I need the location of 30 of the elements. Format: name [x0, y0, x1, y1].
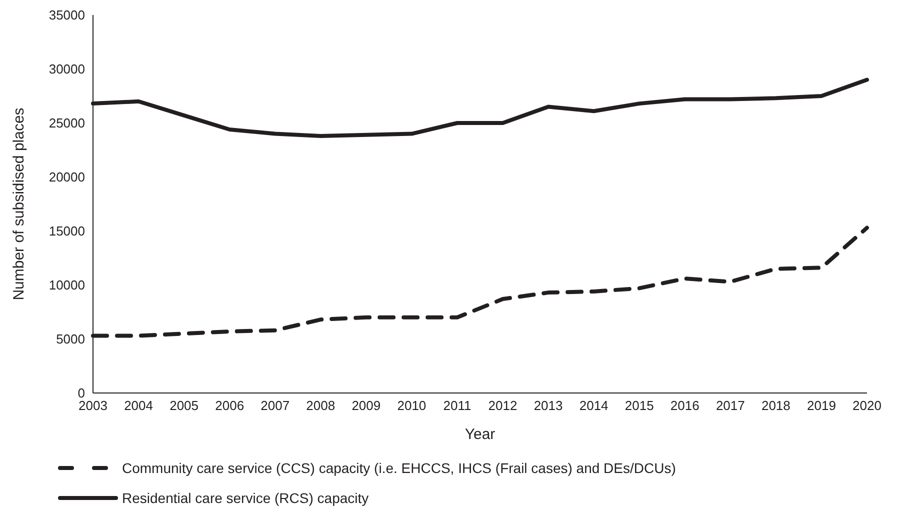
x-tick-label: 2012 [488, 398, 518, 414]
x-tick-label: 2020 [852, 398, 882, 414]
x-tick-label: 2016 [670, 398, 700, 414]
x-tick-label: 2003 [78, 398, 108, 414]
y-tick-label: 15000 [48, 224, 85, 239]
y-tick-label: 0 [78, 386, 85, 401]
x-tick-label: 2019 [807, 398, 836, 414]
y-tick-label: 30000 [48, 62, 85, 77]
y-tick-label: 25000 [48, 116, 85, 131]
x-tick-label: 2017 [716, 398, 745, 414]
x-tick-label: 2010 [397, 398, 426, 414]
x-tick-label: 2015 [624, 398, 654, 414]
y-axis-title: Number of subsidised places [10, 108, 28, 300]
x-tick-label: 2013 [534, 398, 563, 414]
legend-label: Residential care service (RCS) capacity [122, 490, 369, 506]
x-tick-label: 2018 [761, 398, 790, 414]
x-axis-title: Year [464, 426, 496, 443]
x-tick-label: 2007 [260, 398, 290, 414]
x-tick-label: 2014 [579, 398, 608, 414]
x-tick-label: 2008 [306, 398, 336, 414]
y-tick-label: 20000 [48, 170, 85, 185]
x-tick-label: 2005 [170, 398, 199, 414]
legend-label: Community care service (CCS) capacity (i.e. EHCCS, IHCS (Frail cases) and DEs/DCUs) [122, 460, 676, 476]
x-tick-label: 2011 [443, 398, 472, 414]
x-tick-label: 2006 [215, 398, 244, 414]
y-tick-label: 10000 [48, 278, 85, 293]
x-tick-label: 2009 [352, 398, 381, 414]
y-tick-label: 5000 [56, 332, 85, 347]
x-tick-label: 2004 [124, 398, 153, 414]
y-tick-label: 35000 [48, 8, 85, 23]
